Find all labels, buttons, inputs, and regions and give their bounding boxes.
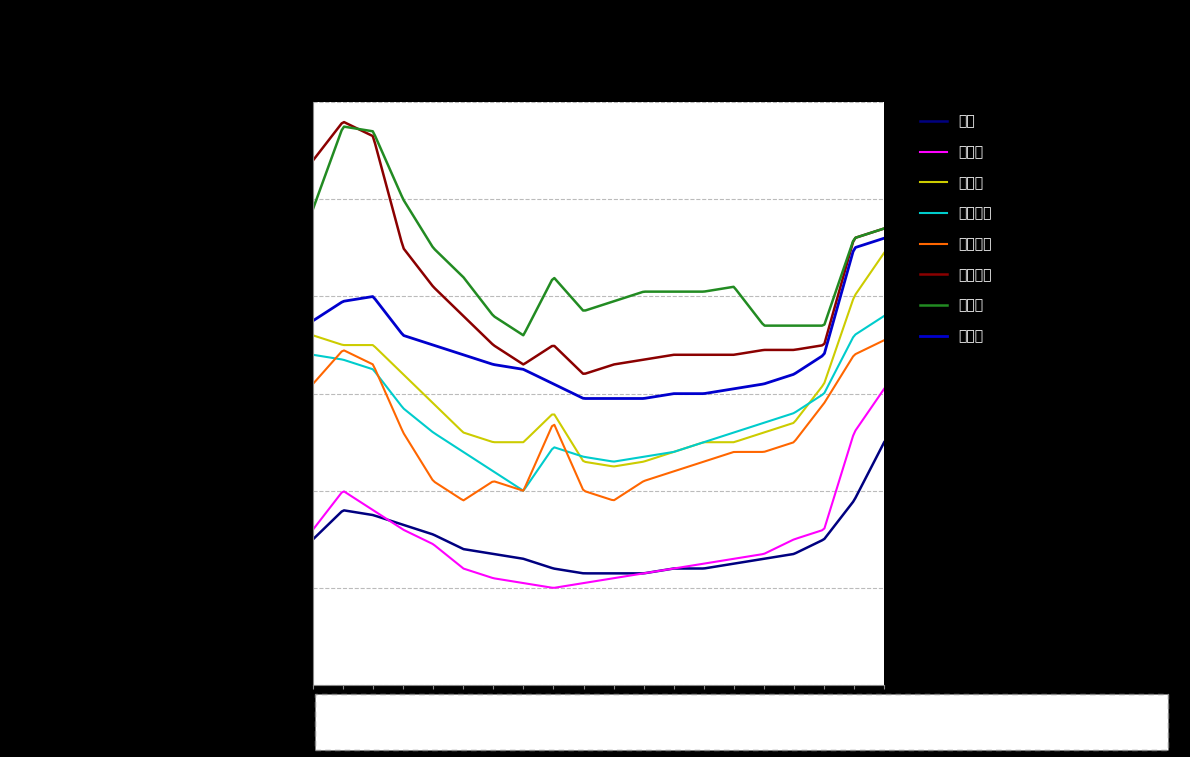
Line: 镇锅板: 镇锅板 <box>313 126 884 335</box>
Text: 济南钐铁: 济南钐铁 <box>119 569 162 587</box>
中厚板 <box>500 438 514 447</box>
镇锅板 <box>337 122 351 131</box>
冷轧薄板 <box>337 117 351 126</box>
无缝管 <box>306 316 320 326</box>
普线 <box>306 534 320 544</box>
冷轧薄板 <box>330 125 344 134</box>
热轧薄板 <box>877 311 891 320</box>
Line: 螺纹钐: 螺纹钐 <box>313 389 884 587</box>
热轧薄板 <box>685 441 700 450</box>
热轧薄板 <box>330 354 344 363</box>
普线 <box>578 569 593 578</box>
冷轧薄板 <box>688 350 702 360</box>
冷轧薄板 <box>841 254 856 263</box>
镇锅板 <box>346 123 361 132</box>
螺纹钐 <box>547 583 562 592</box>
冷轧薄板 <box>306 156 320 165</box>
热轧卷板 <box>344 349 358 358</box>
Line: 热轧卷板: 热轧卷板 <box>313 340 884 500</box>
普线 <box>330 512 344 521</box>
普线 <box>839 506 853 516</box>
FancyBboxPatch shape <box>314 694 1169 750</box>
镇锅板 <box>841 251 856 260</box>
螺纹钐 <box>877 385 891 394</box>
热轧薄板 <box>396 404 411 413</box>
镇锅板 <box>688 287 702 296</box>
热轧薄板 <box>516 486 531 495</box>
螺纹钐 <box>330 494 344 503</box>
中厚板 <box>396 370 411 379</box>
热轧薄板 <box>839 347 853 356</box>
Line: 热轧薄板: 热轧薄板 <box>313 316 884 491</box>
热轧卷板 <box>685 460 700 469</box>
镇锅板 <box>330 139 344 148</box>
无缝管 <box>685 389 700 398</box>
Text: 太钐不锈: 太钐不锈 <box>119 628 162 646</box>
Line: 冷轧薄板: 冷轧薄板 <box>313 122 884 374</box>
螺纹钐 <box>396 525 411 534</box>
冷轧薄板 <box>576 369 590 378</box>
普线 <box>500 552 514 561</box>
无缝管 <box>396 331 411 340</box>
Text: 鞍钐新轧: 鞍钐新轧 <box>119 511 162 529</box>
Legend: 普线, 螺纹钐, 中厚板, 热轧薄板, 热轧卷板, 冷轧薄板, 镇锅板, 无缝管: 普线, 螺纹钐, 中厚板, 热轧薄板, 热轧卷板, 冷轧薄板, 镇锅板, 无缝管 <box>914 109 997 349</box>
镇锅板 <box>877 224 891 233</box>
冷轧薄板 <box>399 248 413 257</box>
无缝管 <box>877 234 891 243</box>
Line: 无缝管: 无缝管 <box>313 238 884 398</box>
中厚板 <box>877 248 891 257</box>
无缝管 <box>578 394 593 403</box>
热轧薄板 <box>344 358 358 367</box>
冷轧薄板 <box>346 122 361 131</box>
螺纹钐 <box>500 576 514 585</box>
无缝管 <box>344 295 358 304</box>
中厚板 <box>306 331 320 340</box>
螺纹钐 <box>685 561 700 570</box>
热轧卷板 <box>877 335 891 344</box>
普线 <box>685 564 700 573</box>
热轧卷板 <box>306 379 320 388</box>
热轧薄板 <box>306 350 320 360</box>
无缝管 <box>330 301 344 310</box>
热轧卷板 <box>502 481 516 491</box>
镇锅板 <box>399 200 413 209</box>
中厚板 <box>344 341 358 350</box>
镇锅板 <box>306 204 320 213</box>
Line: 普线: 普线 <box>313 442 884 573</box>
普线 <box>396 521 411 530</box>
Text: 代表公司：: 代表公司： <box>79 335 138 354</box>
热轧薄板 <box>500 475 514 484</box>
冷轧薄板 <box>877 224 891 233</box>
Text: 宝钐股份: 宝钐股份 <box>119 395 162 413</box>
无缝管 <box>839 273 853 282</box>
中厚板 <box>330 338 344 347</box>
普线 <box>877 438 891 447</box>
Text: 武钐股份: 武钐股份 <box>119 453 162 471</box>
普线 <box>344 507 358 516</box>
中厚板 <box>839 316 853 325</box>
热轧卷板 <box>457 496 471 505</box>
热轧卷板 <box>396 429 411 438</box>
中厚板 <box>607 462 621 471</box>
镇锅板 <box>502 322 516 331</box>
无缝管 <box>500 362 514 371</box>
中厚板 <box>685 441 700 450</box>
热轧卷板 <box>839 363 853 372</box>
冷轧薄板 <box>502 350 516 360</box>
螺纹钐 <box>344 491 358 500</box>
螺纹钐 <box>839 454 853 463</box>
Line: 中厚板: 中厚板 <box>313 253 884 466</box>
热轧卷板 <box>330 352 344 361</box>
螺纹钐 <box>306 525 320 534</box>
镇锅板 <box>516 331 531 340</box>
